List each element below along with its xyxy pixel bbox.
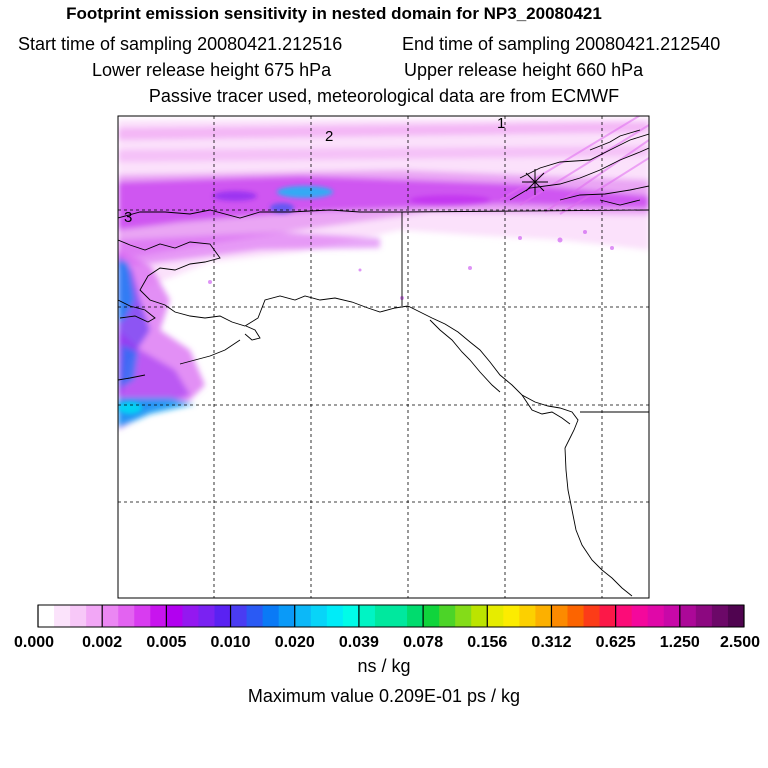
colorbar-cell xyxy=(342,605,360,627)
colorbar-cell xyxy=(471,605,488,627)
colorbar-cell xyxy=(663,605,681,627)
plot-title: Footprint emission sensitivity in nested… xyxy=(66,4,602,23)
colorbar-cell xyxy=(551,605,568,627)
colorbar-cell xyxy=(310,605,328,627)
colorbar-cell xyxy=(647,605,665,627)
colorbar-cell xyxy=(599,605,617,627)
colorbar-cell xyxy=(182,605,199,627)
colorbar-cell xyxy=(118,605,135,627)
colorbar-tick-label: 0.002 xyxy=(82,634,122,651)
colorbar-cells xyxy=(38,605,745,627)
lower-release-height-label: Lower release height 675 hPa xyxy=(92,60,332,80)
colorbar-cell xyxy=(535,605,552,627)
colorbar-cell xyxy=(262,605,280,627)
colorbar-tick-label: 2.500 xyxy=(720,634,760,651)
tracer-info-label: Passive tracer used, meteorological data… xyxy=(148,86,620,106)
colorbar-cell xyxy=(455,605,472,627)
marker-3: 3 xyxy=(124,209,132,226)
marker-2: 2 xyxy=(325,128,333,145)
colorbar-cell xyxy=(278,605,296,627)
sensitivity-field xyxy=(118,116,649,598)
colorbar-cell xyxy=(358,605,376,627)
colorbar-cell xyxy=(711,605,729,627)
colorbar-tick-label: 0.039 xyxy=(339,634,379,651)
plume-west-lobe xyxy=(118,250,205,430)
plume-ne-streaks xyxy=(499,116,649,215)
graticule xyxy=(118,116,649,598)
plume-hotspots xyxy=(118,186,490,414)
colorbar-cell xyxy=(679,605,697,627)
coastlines xyxy=(118,129,649,597)
colorbar-cell xyxy=(695,605,713,627)
colorbar-cell xyxy=(214,605,231,627)
colorbar-cell xyxy=(198,605,215,627)
colorbar-cell xyxy=(631,605,649,627)
colorbar-cell xyxy=(423,605,440,627)
colorbar-tick-label: 0.625 xyxy=(596,634,636,651)
colorbar-cell xyxy=(134,605,151,627)
colorbar-cell xyxy=(230,605,247,627)
colorbar-tick-label: 0.020 xyxy=(275,634,315,651)
release-site-asterisk xyxy=(522,169,548,195)
colorbar-cell xyxy=(567,605,584,627)
colorbar-cell xyxy=(439,605,456,627)
colorbar-cell xyxy=(150,605,167,627)
maximum-value-label: Maximum value 0.209E-01 ps / kg xyxy=(247,686,521,706)
colorbar-cell xyxy=(102,605,119,627)
colorbar-tick-label: 0.156 xyxy=(467,634,507,651)
colorbar-tick-label: 0.000 xyxy=(14,634,54,651)
colorbar-cell xyxy=(615,605,633,627)
colorbar-cell xyxy=(326,605,344,627)
colorbar-cell xyxy=(374,605,392,627)
colorbar: 0.000 0.002 0.005 0.010 0.020 0.039 0.078 0.156… xyxy=(14,604,760,651)
colorbar-units: ns / kg xyxy=(357,656,411,676)
colorbar-tick-label: 0.010 xyxy=(211,634,251,651)
map-frame xyxy=(117,115,650,599)
marker-1: 1 xyxy=(497,115,505,132)
colorbar-cell xyxy=(727,605,745,627)
colorbar-tick-label: 1.250 xyxy=(660,634,700,651)
colorbar-cell xyxy=(519,605,536,627)
colorbar-cell xyxy=(86,605,103,627)
colorbar-cell xyxy=(487,605,504,627)
colorbar-cell xyxy=(246,605,264,627)
colorbar-cell xyxy=(54,605,71,627)
colorbar-tick-label: 0.005 xyxy=(146,634,186,651)
start-time-label: Start time of sampling 20080421.212516 xyxy=(18,34,343,54)
upper-release-height-label: Upper release height 660 hPa xyxy=(404,60,644,80)
colorbar-cell xyxy=(407,605,424,627)
colorbar-cell xyxy=(70,605,87,627)
plume-specks xyxy=(208,230,614,300)
colorbar-tick-label: 0.078 xyxy=(403,634,443,651)
colorbar-tick-labels: 0.000 0.002 0.005 0.010 0.020 0.039 0.078 0.156… xyxy=(14,634,760,651)
colorbar-cell xyxy=(166,605,183,627)
colorbar-major-ticks xyxy=(37,605,745,627)
colorbar-cell xyxy=(503,605,520,627)
colorbar-cell xyxy=(391,605,408,627)
colorbar-cell xyxy=(583,605,600,627)
colorbar-tick-label: 0.312 xyxy=(531,634,571,651)
colorbar-cell xyxy=(38,605,55,627)
colorbar-cell xyxy=(294,605,312,627)
end-time-label: End time of sampling 20080421.212540 xyxy=(402,34,721,54)
